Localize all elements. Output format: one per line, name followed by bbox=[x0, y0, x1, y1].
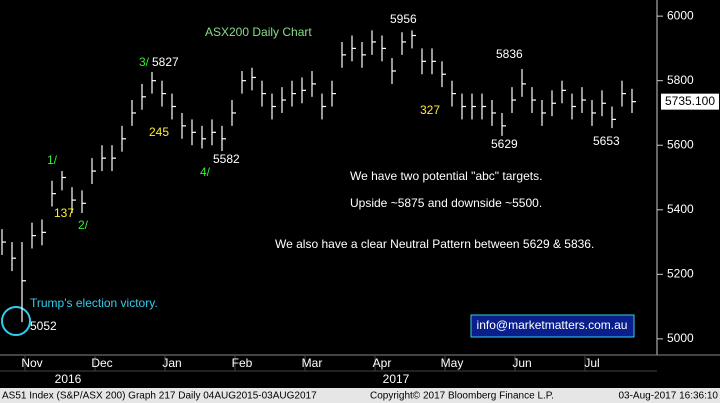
annotation: 1/ bbox=[47, 153, 58, 167]
y-tick-label: 5200 bbox=[667, 266, 694, 280]
annotation: 5052 bbox=[30, 319, 57, 333]
x-tick-label: Nov bbox=[21, 356, 42, 370]
chart-title: ASX200 Daily Chart bbox=[205, 25, 312, 39]
y-tick-label: 6000 bbox=[667, 8, 694, 22]
x-tick-label: Jul bbox=[584, 356, 599, 370]
highlight-circle bbox=[1, 306, 31, 336]
footer-bar bbox=[0, 388, 720, 403]
y-tick-label: 5600 bbox=[667, 137, 694, 151]
y-tick-label: 5400 bbox=[667, 202, 694, 216]
x-tick-label: Mar bbox=[302, 356, 323, 370]
x-tick-label: Feb bbox=[232, 356, 253, 370]
annotation: 2/ bbox=[78, 218, 89, 232]
x-year-label: 2016 bbox=[55, 372, 82, 386]
annotation: Upside ~5875 and downside ~5500. bbox=[350, 196, 542, 210]
annotation: 327 bbox=[420, 103, 440, 117]
annotation: 245 bbox=[149, 125, 169, 139]
annotation: 137 bbox=[54, 206, 74, 220]
footer-center: Copyright© 2017 Bloomberg Finance L.P. bbox=[370, 391, 554, 402]
footer-right: 03-Aug-2017 16:36:10 bbox=[618, 391, 718, 402]
annotation: 4/ bbox=[200, 165, 211, 179]
x-tick-label: Dec bbox=[91, 356, 112, 370]
annotation: We have two potential "abc" targets. bbox=[350, 169, 542, 183]
y-tick-label: 5800 bbox=[667, 73, 694, 87]
x-year-label: 2017 bbox=[383, 372, 410, 386]
annotation: 5827 bbox=[152, 55, 179, 69]
last-price-label: 5735.100 bbox=[665, 94, 715, 108]
annotation: 5836 bbox=[496, 47, 523, 61]
x-tick-label: Jun bbox=[512, 356, 531, 370]
last-price-box bbox=[661, 93, 719, 110]
annotation: 3/ bbox=[139, 55, 150, 69]
x-tick-label: May bbox=[441, 356, 464, 370]
x-tick-label: Apr bbox=[373, 356, 392, 370]
annotation: Trump's election victory. bbox=[30, 296, 158, 310]
footer-left: AS51 Index (S&P/ASX 200) Graph 217 Daily… bbox=[2, 391, 317, 402]
annotation: We also have a clear Neutral Pattern bet… bbox=[275, 237, 594, 251]
y-tick-label: 5000 bbox=[667, 331, 694, 345]
annotation: 5956 bbox=[390, 12, 417, 26]
annotation: 5629 bbox=[491, 137, 518, 151]
contact-box bbox=[470, 314, 635, 338]
contact: info@marketmatters.com.au bbox=[477, 318, 628, 332]
annotation: 5582 bbox=[213, 152, 240, 166]
x-tick-label: Jan bbox=[162, 356, 181, 370]
annotation: 5653 bbox=[593, 134, 620, 148]
